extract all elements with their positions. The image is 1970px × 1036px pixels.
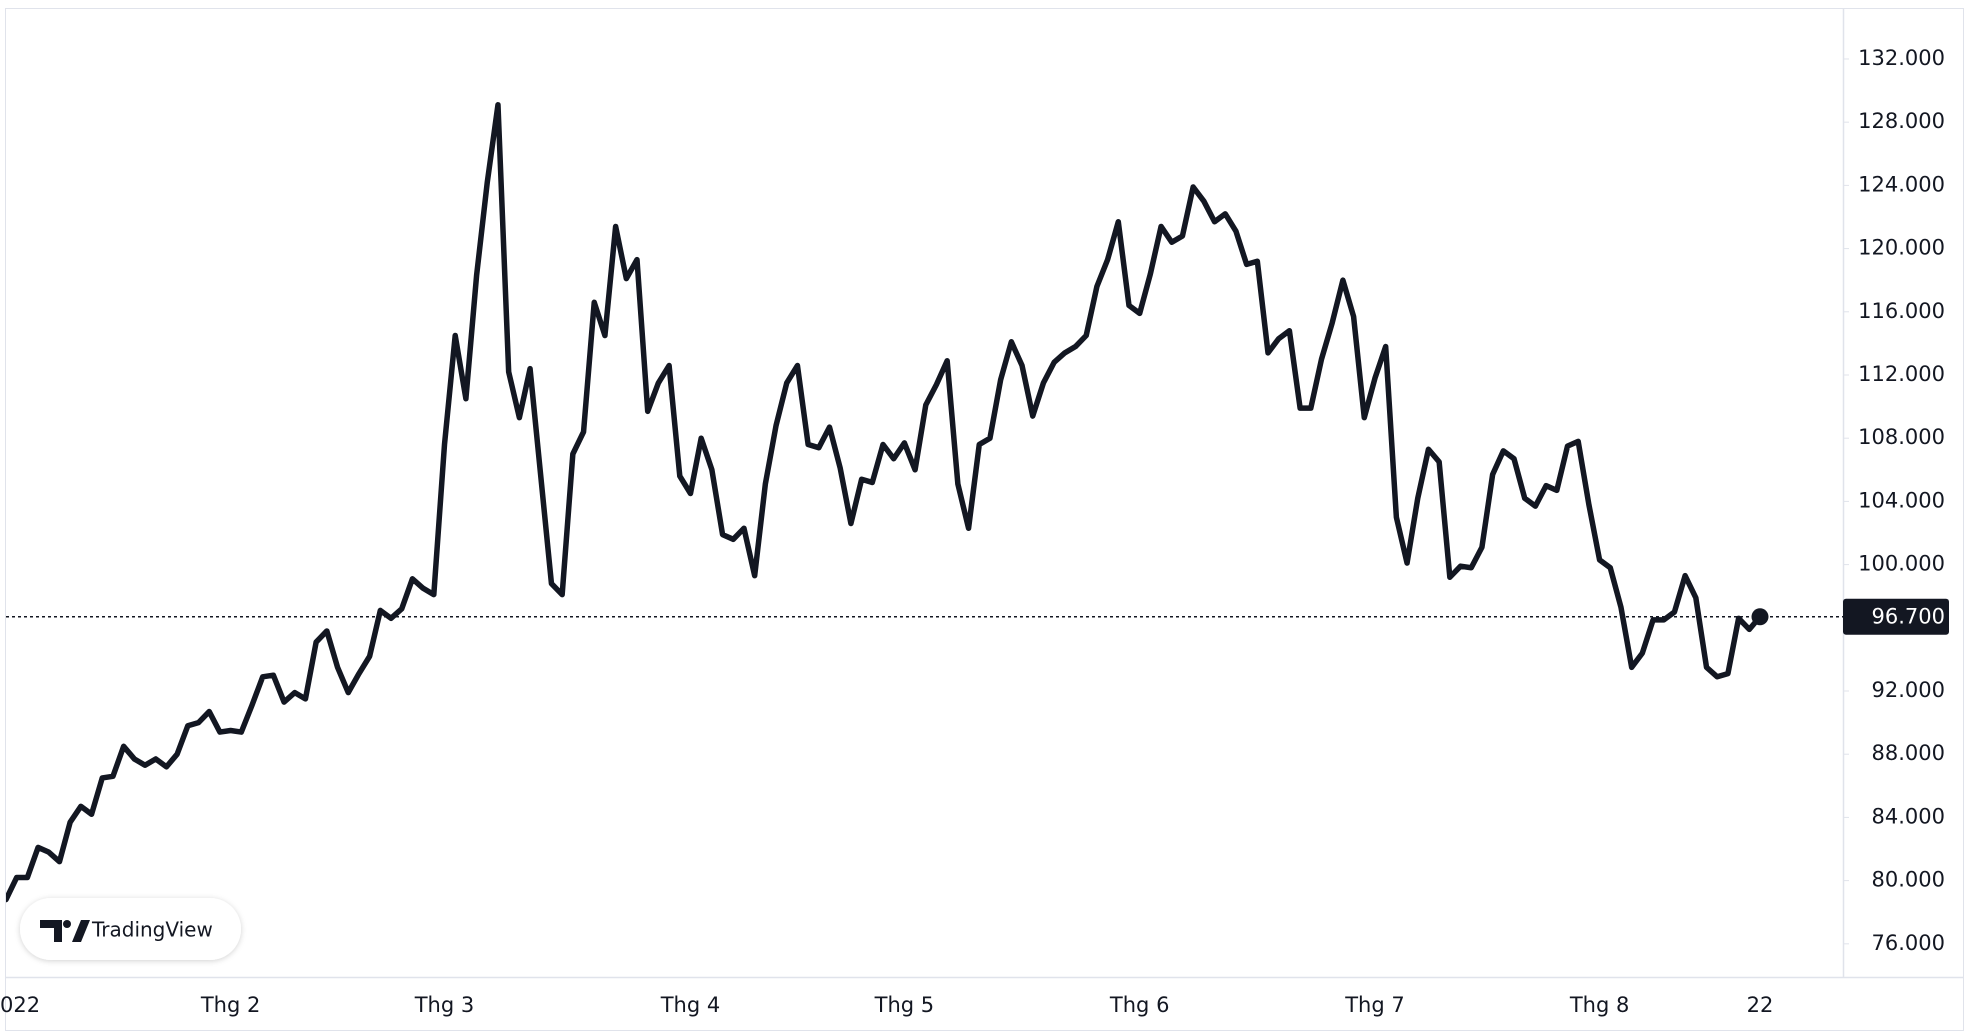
y-tick-label: 84.000 [1872, 804, 1945, 828]
badge-bg[interactable] [20, 898, 241, 960]
y-tick-label: 104.000 [1858, 488, 1945, 512]
x-tick-label: Thg 6 [1109, 993, 1170, 1017]
price-line [6, 102, 1763, 903]
y-tick-label: 116.000 [1858, 299, 1945, 323]
y-tick-label: 100.000 [1858, 552, 1945, 576]
x-tick-label: 22 [1747, 993, 1774, 1017]
chart-frame [5, 8, 1964, 1031]
x-tick-label: Thg 2 [200, 993, 261, 1017]
x-tick-label: 022 [0, 993, 40, 1017]
last-value-tag [1843, 598, 1949, 635]
tv-logo[interactable] [40, 920, 90, 942]
last-value-label: 96.700 [1872, 605, 1945, 629]
y-tick-label: 128.000 [1858, 109, 1945, 133]
x-tick-label: Thg 4 [660, 993, 721, 1017]
plot-area [6, 102, 1763, 903]
y-tick-label: 124.000 [1858, 172, 1945, 196]
y-tick-label: 92.000 [1872, 678, 1945, 702]
y-tick-label: 108.000 [1858, 425, 1945, 449]
x-tick-label: Thg 3 [414, 993, 475, 1017]
axes: 76.00080.00084.00088.00092.00096.000100.… [0, 46, 1945, 1017]
y-tick-label: 80.000 [1872, 868, 1945, 892]
y-tick-label: 112.000 [1858, 362, 1945, 386]
watermark-text[interactable]: TradingView [91, 918, 213, 942]
x-tick-label: Thg 8 [1569, 993, 1630, 1017]
y-tick-label: 88.000 [1872, 741, 1945, 765]
watermark-badge[interactable]: TradingView [20, 898, 241, 960]
y-tick-label: 120.000 [1858, 236, 1945, 260]
y-tick-label: 132.000 [1858, 46, 1945, 70]
x-tick-label: Thg 7 [1344, 993, 1405, 1017]
x-tick-label: Thg 5 [874, 993, 935, 1017]
y-tick-label: 76.000 [1872, 931, 1945, 955]
